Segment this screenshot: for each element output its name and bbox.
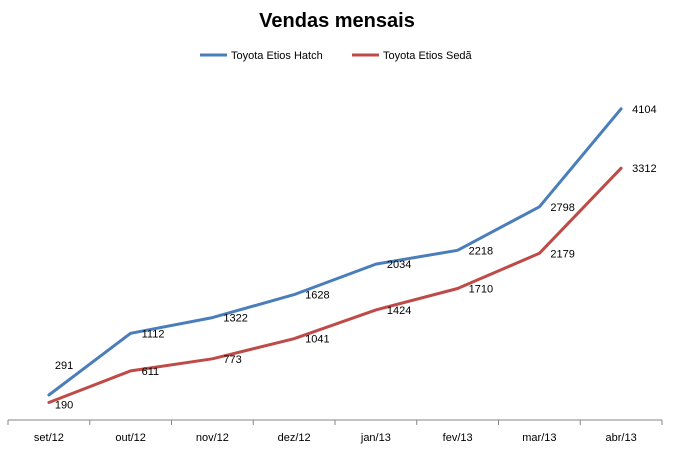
data-label-seda: 611: [142, 366, 160, 378]
x-tick-label: mar/13: [522, 432, 556, 444]
x-tick-label: abr/13: [606, 432, 637, 444]
data-label-hatch: 2798: [550, 202, 574, 214]
series-lines: [47, 107, 623, 404]
data-label-hatch: 4104: [632, 104, 656, 116]
data-label-hatch: 1322: [223, 313, 247, 325]
data-label-hatch: 1112: [142, 328, 165, 340]
series-line-hatch: [47, 107, 623, 397]
data-label-hatch: 291: [55, 360, 73, 372]
data-label-seda: 1041: [305, 334, 329, 346]
data-label-seda: 1710: [469, 284, 493, 296]
legend-label-seda: Toyota Etios Sedã: [383, 50, 473, 62]
x-axis-labels: set/12 out/12 nov/12 dez/12 jan/13 fev/13 mar/…: [34, 432, 637, 444]
data-labels: 291 1112 1322 1628 2034 2218 2798 4104 190 611 773…: [55, 104, 657, 412]
series-line-seda: [47, 166, 623, 404]
x-axis-ticks: [7, 420, 663, 425]
data-label-seda: 1424: [387, 305, 411, 317]
x-tick-label: jan/13: [360, 432, 391, 444]
legend-label-hatch: Toyota Etios Hatch: [231, 50, 323, 62]
data-label-seda: 773: [223, 354, 241, 366]
x-tick-label: out/12: [115, 432, 146, 444]
x-tick-label: fev/13: [443, 432, 473, 444]
data-label-seda: 3312: [632, 163, 656, 175]
data-label-seda: 2179: [550, 248, 574, 260]
data-label-hatch: 2034: [387, 259, 411, 271]
data-label-hatch: 2218: [469, 245, 493, 257]
x-tick-label: set/12: [34, 432, 64, 444]
x-tick-label: nov/12: [196, 432, 229, 444]
x-tick-label: dez/12: [278, 432, 311, 444]
data-label-seda: 190: [55, 400, 73, 412]
chart-title: Vendas mensais: [259, 10, 415, 32]
data-label-hatch: 1628: [305, 290, 329, 302]
legend: Toyota Etios Hatch Toyota Etios Sedã: [200, 50, 473, 62]
